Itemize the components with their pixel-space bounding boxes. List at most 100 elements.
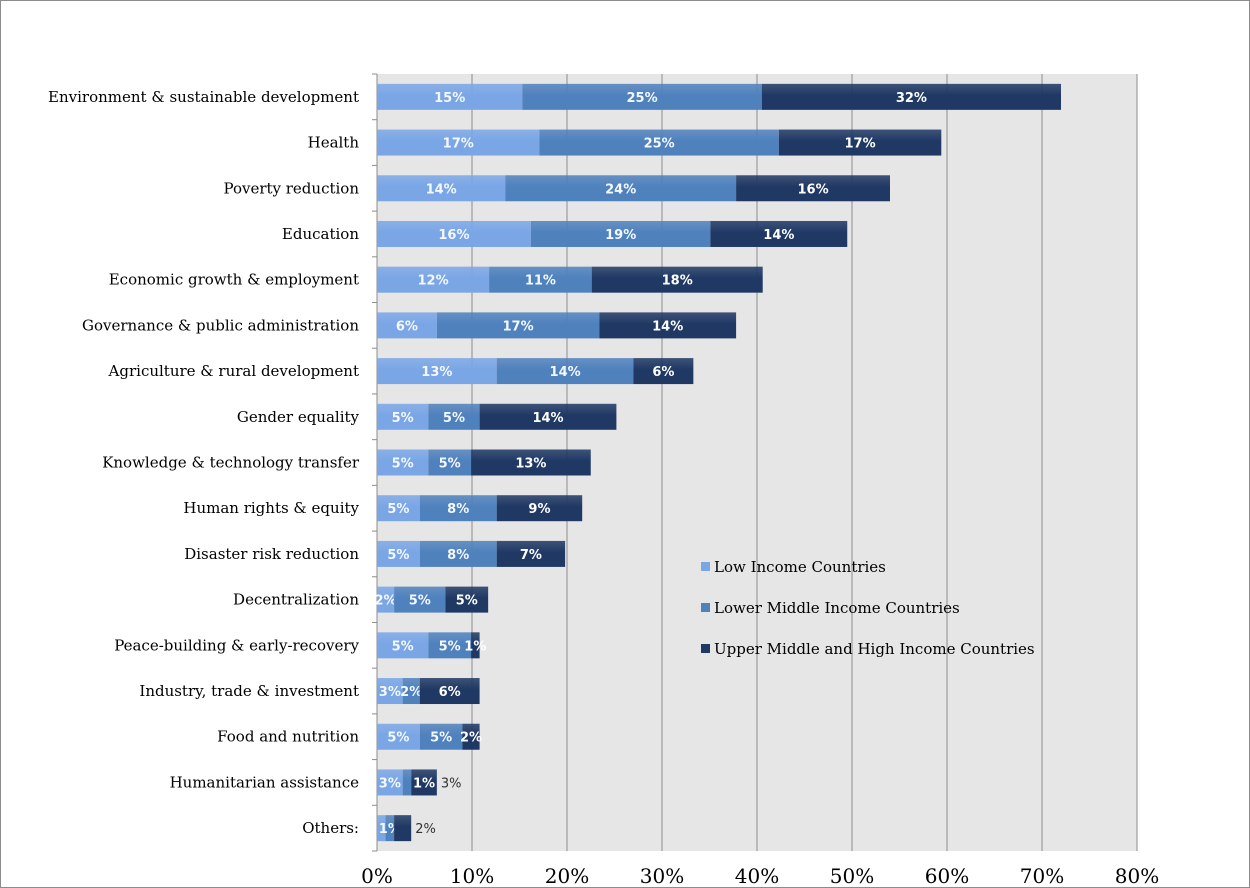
data-label: 7% — [520, 548, 542, 563]
bar-segment-lower-middle — [419, 540, 497, 567]
bar-segment-low — [377, 403, 429, 430]
bar-row-poverty-reduction: 14% 24% 16% — [377, 175, 890, 202]
x-tick-label: 80% — [1115, 864, 1159, 887]
data-label: 5% — [392, 639, 414, 654]
category-label: Environment & sustainable development — [48, 88, 359, 106]
bar-segment-low — [377, 129, 540, 156]
data-label: 5% — [439, 639, 461, 654]
x-tick-label: 0% — [361, 864, 393, 887]
data-label: 14% — [532, 411, 563, 426]
bar-segment-upper — [479, 403, 617, 430]
data-label-outside: 2% — [415, 822, 436, 837]
bar-row-others: 1% 2% — [377, 815, 436, 842]
bar-segment-low — [377, 266, 490, 293]
bar-segment-low — [377, 815, 386, 842]
category-label: Agriculture & rural development — [108, 362, 359, 380]
category-label: Health — [308, 134, 360, 152]
category-label: Humanitarian assistance — [170, 773, 360, 791]
category-labels: Environment & sustainable development Hea… — [48, 88, 360, 837]
x-tick-label: 60% — [925, 864, 969, 887]
data-label: 25% — [644, 137, 675, 152]
bar-segment-upper — [496, 495, 583, 522]
category-label: Industry, trade & investment — [139, 682, 359, 700]
bar-segment-upper — [591, 266, 763, 293]
bar-segment-upper — [471, 449, 591, 476]
bar-segment-upper — [778, 129, 942, 156]
legend-swatch-low — [701, 562, 710, 571]
data-label: 24% — [605, 182, 636, 197]
x-tick-label: 50% — [830, 864, 874, 887]
bar-segment-lower-middle — [402, 678, 420, 705]
category-label: Knowledge & technology transfer — [102, 454, 360, 472]
data-label: 8% — [447, 502, 469, 517]
x-tick-label: 70% — [1020, 864, 1064, 887]
bar-segment-low — [377, 678, 403, 705]
category-label: Economic growth & employment — [109, 271, 359, 289]
bar-segment-upper — [633, 358, 694, 385]
data-label: 14% — [426, 182, 457, 197]
category-label: Education — [282, 225, 359, 243]
data-label: 9% — [528, 502, 550, 517]
data-label: 14% — [550, 365, 581, 380]
category-label: Disaster risk reduction — [184, 545, 359, 563]
data-label: 3% — [379, 776, 401, 791]
data-label: 15% — [434, 91, 465, 106]
data-label: 5% — [387, 502, 409, 517]
data-label: 2% — [400, 685, 422, 700]
data-label: 2% — [460, 731, 482, 746]
data-label: 2% — [375, 594, 397, 609]
data-label: 5% — [439, 457, 461, 472]
bar-row-health: 17% 25% 17% — [377, 129, 942, 156]
bar-segment-upper — [462, 723, 480, 750]
bar-segment-lower-middle — [489, 266, 592, 293]
bar-row-environment-sustainable-development: 15% 25% 32% — [377, 83, 1061, 110]
bar-segment-lower-middle — [496, 358, 634, 385]
data-label: 17% — [845, 137, 876, 152]
data-label: 5% — [409, 594, 431, 609]
bar-row-industry-trade-investment: 3% 2% 6% — [377, 678, 480, 705]
data-label: 6% — [396, 319, 418, 334]
data-label: 16% — [438, 228, 469, 243]
bar-segment-low — [377, 495, 420, 522]
bar-segment-upper — [419, 678, 480, 705]
category-label: Decentralization — [233, 591, 359, 609]
bar-segment-lower-middle — [428, 403, 480, 430]
data-label: 11% — [525, 274, 556, 289]
bar-segment-low — [377, 358, 497, 385]
bar-segment-upper — [411, 769, 437, 796]
bar-segment-upper — [496, 540, 566, 567]
bar-row-agriculture-rural-development: 13% 14% 6% — [377, 358, 694, 385]
bar-segment-low — [377, 175, 506, 202]
bar-row-education: 16% 19% 14% — [377, 220, 848, 247]
category-label: Food and nutrition — [217, 728, 359, 746]
bar-segment-lower-middle — [530, 220, 711, 247]
bar-segment-upper — [599, 312, 737, 339]
bar-segment-low — [377, 540, 420, 567]
data-label: 5% — [387, 731, 409, 746]
category-label: Gender equality — [237, 408, 360, 426]
bar-segment-low — [377, 449, 429, 476]
category-label: Human rights & equity — [183, 499, 359, 517]
bar-segment-upper — [736, 175, 890, 202]
data-label: 5% — [456, 594, 478, 609]
bar-segment-lower-middle — [419, 495, 497, 522]
bar-row-humanitarian-assistance: 3% 1% 3% — [377, 769, 461, 796]
data-label: 6% — [652, 365, 674, 380]
x-axis-ticks: 0% 10% 20% 30% 40% 50% 60% 70% 80% — [361, 864, 1159, 887]
data-label: 19% — [605, 228, 636, 243]
data-label: 32% — [896, 91, 927, 106]
data-label: 5% — [443, 411, 465, 426]
x-tick-label: 30% — [640, 864, 684, 887]
bar-segment-lower-middle — [505, 175, 737, 202]
data-label: 17% — [503, 319, 534, 334]
data-label: 14% — [652, 319, 683, 334]
data-label: 1% — [413, 776, 435, 791]
x-tick-label: 20% — [545, 864, 589, 887]
data-label: 1% — [464, 639, 486, 654]
bar-segment-upper — [761, 83, 1061, 110]
data-label: 18% — [662, 274, 693, 289]
bar-row-economic-growth-employment: 12% 11% 18% — [377, 266, 763, 293]
legend-label: Low Income Countries — [714, 558, 886, 576]
